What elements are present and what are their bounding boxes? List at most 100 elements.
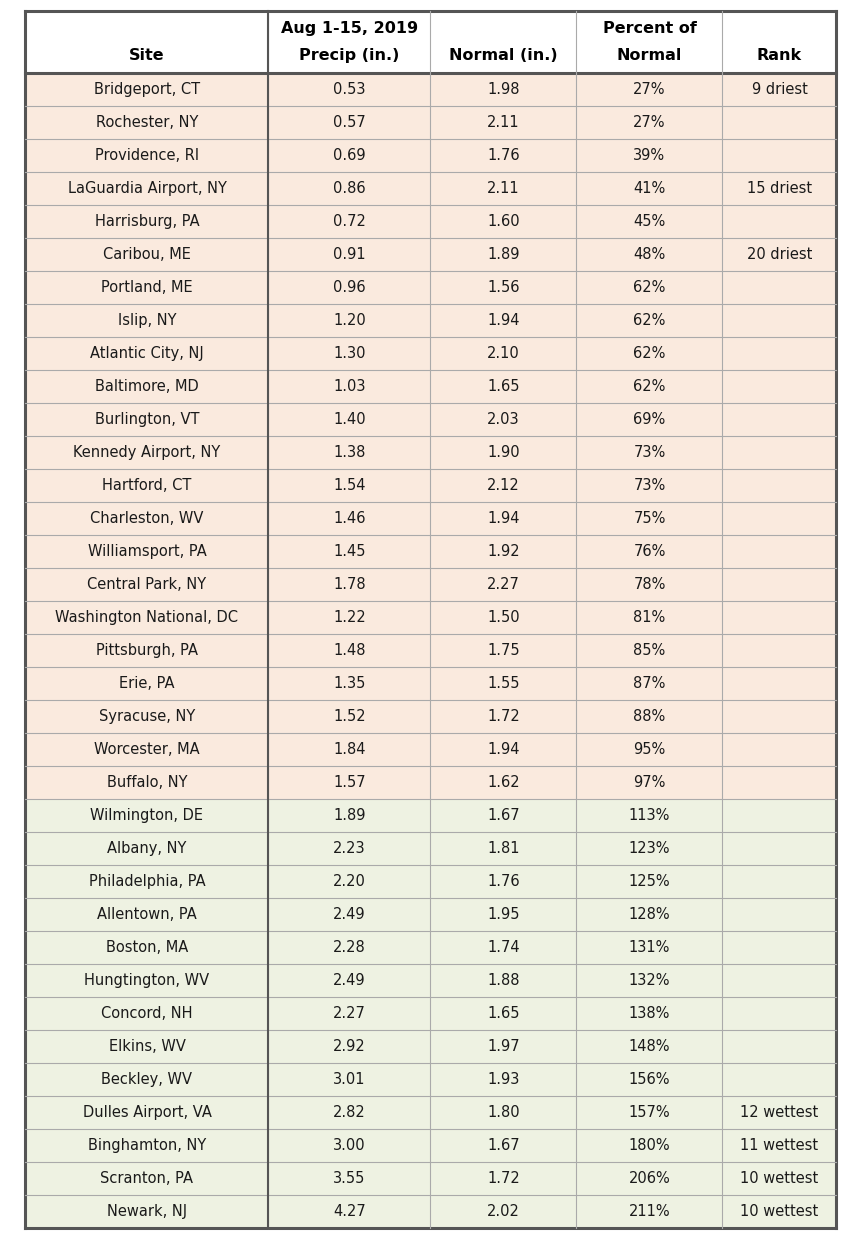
Text: Normal (in.): Normal (in.) <box>449 48 557 63</box>
Text: 2.27: 2.27 <box>332 1006 366 1021</box>
Text: 1.75: 1.75 <box>486 643 519 658</box>
Text: 113%: 113% <box>628 808 669 823</box>
Text: 1.97: 1.97 <box>486 1040 519 1054</box>
Text: 62%: 62% <box>633 379 665 394</box>
Text: 1.94: 1.94 <box>486 742 519 757</box>
Text: 78%: 78% <box>633 577 665 592</box>
Text: 45%: 45% <box>633 214 665 229</box>
Text: 95%: 95% <box>633 742 665 757</box>
Text: 1.45: 1.45 <box>333 544 365 559</box>
Bar <box>26 601 835 634</box>
Text: 1.50: 1.50 <box>486 610 519 624</box>
Text: 1.65: 1.65 <box>486 379 519 394</box>
Text: 1.55: 1.55 <box>486 676 519 691</box>
Text: Buffalo, NY: Buffalo, NY <box>107 776 187 790</box>
Text: 39%: 39% <box>633 147 665 164</box>
Text: Rank: Rank <box>756 48 801 63</box>
Text: 1.72: 1.72 <box>486 1171 519 1186</box>
Bar <box>26 436 835 470</box>
Text: Concord, NH: Concord, NH <box>101 1006 193 1021</box>
Text: 2.10: 2.10 <box>486 346 519 361</box>
Text: Washington National, DC: Washington National, DC <box>55 610 238 624</box>
Bar <box>26 930 835 964</box>
Text: 2.49: 2.49 <box>333 907 365 922</box>
Text: 2.12: 2.12 <box>486 478 519 493</box>
Text: 125%: 125% <box>628 873 670 890</box>
Text: Site: Site <box>129 48 164 63</box>
Text: 0.86: 0.86 <box>333 181 365 196</box>
Text: Erie, PA: Erie, PA <box>119 676 175 691</box>
Text: 1.30: 1.30 <box>333 346 365 361</box>
Text: 10 wettest: 10 wettest <box>740 1204 818 1219</box>
Text: 75%: 75% <box>633 510 665 527</box>
Bar <box>26 833 835 865</box>
Bar <box>26 700 835 733</box>
Text: 0.57: 0.57 <box>332 115 365 130</box>
Text: Binghamton, NY: Binghamton, NY <box>88 1137 206 1154</box>
Text: 4.27: 4.27 <box>332 1204 365 1219</box>
Text: LaGuardia Airport, NY: LaGuardia Airport, NY <box>67 181 226 196</box>
Bar <box>26 766 835 799</box>
Text: Pittsburgh, PA: Pittsburgh, PA <box>96 643 198 658</box>
Bar <box>26 238 835 271</box>
Text: 1.03: 1.03 <box>333 379 365 394</box>
Text: 148%: 148% <box>628 1040 670 1054</box>
Text: Allentown, PA: Allentown, PA <box>97 907 196 922</box>
Text: Worcester, MA: Worcester, MA <box>94 742 200 757</box>
Text: Portland, ME: Portland, ME <box>101 280 193 295</box>
Bar <box>26 139 835 172</box>
Text: 2.02: 2.02 <box>486 1204 519 1219</box>
Text: 2.28: 2.28 <box>332 940 365 955</box>
Text: 1.74: 1.74 <box>486 940 519 955</box>
Text: 1.72: 1.72 <box>486 709 519 724</box>
Text: 138%: 138% <box>628 1006 669 1021</box>
Text: 206%: 206% <box>628 1171 670 1186</box>
Text: Percent of: Percent of <box>602 21 696 36</box>
Text: Dulles Airport, VA: Dulles Airport, VA <box>83 1105 211 1120</box>
Text: 48%: 48% <box>633 247 665 261</box>
Text: 1.80: 1.80 <box>486 1105 519 1120</box>
Text: Atlantic City, NJ: Atlantic City, NJ <box>90 346 204 361</box>
Text: Beckley, WV: Beckley, WV <box>102 1072 192 1087</box>
Text: Islip, NY: Islip, NY <box>118 313 176 328</box>
Text: Hungtington, WV: Hungtington, WV <box>84 973 209 987</box>
Text: 1.35: 1.35 <box>333 676 365 691</box>
Bar <box>26 73 835 107</box>
Text: 1.98: 1.98 <box>486 82 519 97</box>
Bar <box>26 1162 835 1194</box>
Text: 0.53: 0.53 <box>333 82 365 97</box>
Text: 1.38: 1.38 <box>333 445 365 460</box>
Bar <box>26 535 835 567</box>
Bar <box>26 997 835 1030</box>
Text: 62%: 62% <box>633 346 665 361</box>
Text: 1.89: 1.89 <box>486 247 519 261</box>
Text: 2.23: 2.23 <box>333 841 365 856</box>
Text: 1.62: 1.62 <box>486 776 519 790</box>
Text: 27%: 27% <box>633 82 665 97</box>
Text: 1.60: 1.60 <box>486 214 519 229</box>
Text: 1.40: 1.40 <box>333 413 365 427</box>
Text: 211%: 211% <box>628 1204 670 1219</box>
Text: 2.82: 2.82 <box>332 1105 365 1120</box>
Bar <box>26 470 835 502</box>
Bar <box>26 634 835 667</box>
Bar <box>26 964 835 997</box>
Text: Burlington, VT: Burlington, VT <box>95 413 199 427</box>
Text: Harrisburg, PA: Harrisburg, PA <box>95 214 199 229</box>
Text: 2.03: 2.03 <box>486 413 519 427</box>
Text: 41%: 41% <box>633 181 665 196</box>
Text: 73%: 73% <box>633 478 665 493</box>
Text: 1.56: 1.56 <box>486 280 519 295</box>
Bar <box>26 1030 835 1063</box>
Text: 73%: 73% <box>633 445 665 460</box>
Text: 0.91: 0.91 <box>333 247 365 261</box>
Text: 1.90: 1.90 <box>486 445 519 460</box>
Bar <box>26 11 835 73</box>
Text: 123%: 123% <box>628 841 670 856</box>
Text: Albany, NY: Albany, NY <box>107 841 187 856</box>
Text: Syracuse, NY: Syracuse, NY <box>99 709 195 724</box>
Text: 76%: 76% <box>633 544 665 559</box>
Text: Elkins, WV: Elkins, WV <box>108 1040 185 1054</box>
Text: 81%: 81% <box>633 610 665 624</box>
Text: Wilmington, DE: Wilmington, DE <box>90 808 203 823</box>
